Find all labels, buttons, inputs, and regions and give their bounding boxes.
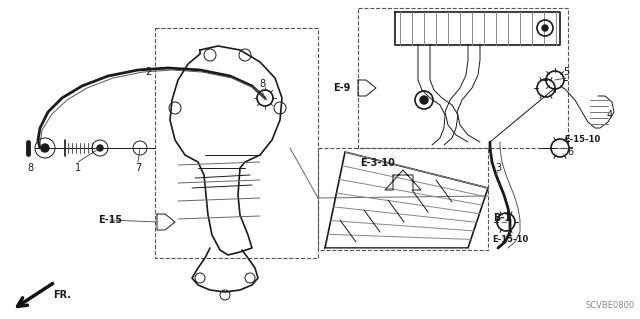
Text: 5: 5 — [563, 67, 569, 77]
Bar — [318, 148, 488, 250]
Text: E-15-10: E-15-10 — [492, 235, 528, 244]
Text: 7: 7 — [135, 163, 141, 173]
Text: 6: 6 — [567, 147, 573, 157]
Text: SCVBE0800: SCVBE0800 — [586, 300, 635, 309]
Text: E-15: E-15 — [98, 215, 122, 225]
Bar — [358, 8, 568, 148]
Text: 8: 8 — [27, 163, 33, 173]
Text: 4: 4 — [607, 110, 613, 120]
Text: B-1: B-1 — [493, 213, 511, 223]
Circle shape — [97, 145, 103, 151]
Text: 3: 3 — [495, 163, 501, 173]
Text: E-15-10: E-15-10 — [564, 136, 600, 145]
Circle shape — [41, 144, 49, 152]
Bar — [155, 28, 318, 258]
Text: 8: 8 — [259, 79, 265, 89]
Text: FR.: FR. — [53, 290, 71, 300]
Text: E-9: E-9 — [333, 83, 351, 93]
Text: 2: 2 — [145, 67, 151, 77]
Text: 1: 1 — [75, 163, 81, 173]
Circle shape — [542, 25, 548, 31]
Circle shape — [420, 96, 428, 104]
Text: E-3-10: E-3-10 — [360, 158, 396, 168]
